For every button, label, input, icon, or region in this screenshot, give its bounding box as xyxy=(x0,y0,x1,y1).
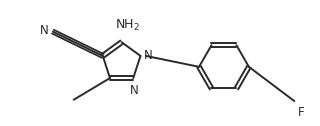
Text: NH$_2$: NH$_2$ xyxy=(115,18,140,33)
Text: N: N xyxy=(130,84,139,98)
Text: F: F xyxy=(298,106,304,119)
Text: N: N xyxy=(40,24,49,37)
Text: N: N xyxy=(144,49,152,62)
